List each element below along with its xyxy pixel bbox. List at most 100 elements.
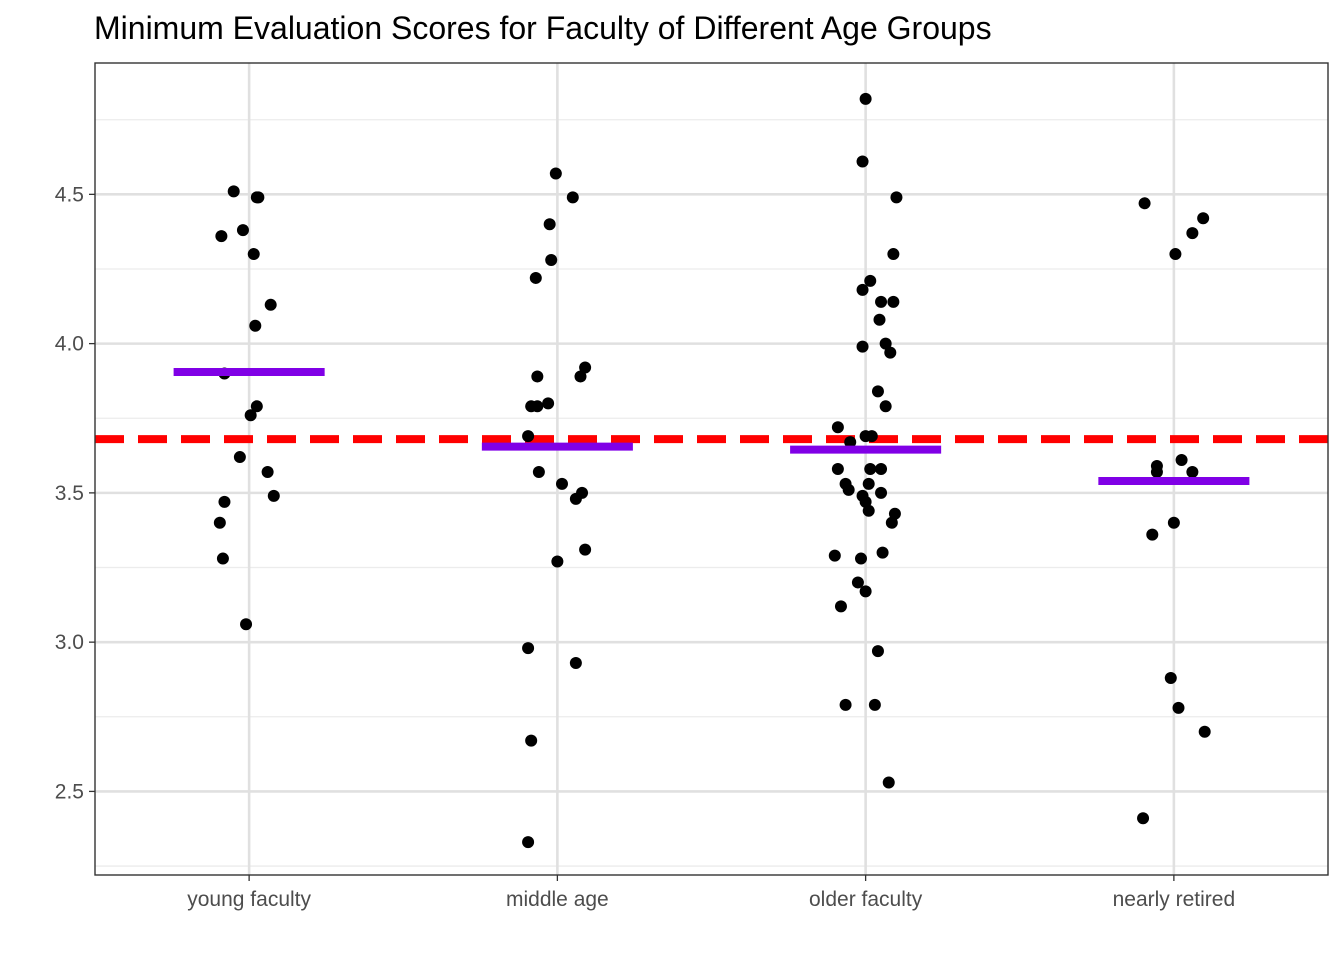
data-point-older-faculty [842,483,855,496]
data-point-older-faculty [879,400,892,413]
data-point-nearly-retired [1167,516,1180,529]
data-point-older-faculty [828,549,841,562]
data-point-older-faculty [831,421,844,434]
points-layer [213,92,1211,849]
data-point-nearly-retired [1197,212,1210,225]
data-point-nearly-retired [1138,197,1151,210]
y-tick-label: 3.0 [55,631,84,654]
data-point-nearly-retired [1150,465,1163,478]
data-point-older-faculty [844,436,857,449]
y-tick-label: 3.5 [55,482,84,505]
data-point-older-faculty [871,645,884,658]
x-tick-label-nearly-retired: nearly retired [1113,888,1236,911]
data-point-older-faculty [875,486,888,499]
data-point-young-faculty [249,319,262,332]
x-tick-label-middle-age: middle age [506,888,609,911]
data-point-older-faculty [856,155,869,168]
data-point-middle-age [531,400,544,413]
data-point-nearly-retired [1175,454,1188,467]
data-point-middle-age [525,734,538,747]
panel-border [94,62,1329,876]
data-point-middle-age [551,555,564,568]
data-point-older-faculty [864,463,877,475]
data-point-young-faculty [236,224,249,237]
data-point-nearly-retired [1186,465,1199,478]
data-point-nearly-retired [1137,812,1150,825]
data-point-young-faculty [244,409,257,422]
data-point-older-faculty [873,313,886,326]
data-point-older-faculty [868,698,881,711]
data-point-older-faculty [839,698,852,711]
x-tick-label-young-faculty: young faculty [187,888,311,911]
data-point-older-faculty [851,576,864,589]
data-point-older-faculty [859,92,872,105]
data-point-older-faculty [887,295,900,308]
data-point-middle-age [531,370,544,383]
data-point-older-faculty [887,248,900,261]
data-point-older-faculty [882,776,895,789]
data-point-older-faculty [864,274,877,287]
data-point-middle-age [574,370,587,383]
data-point-young-faculty [247,248,260,261]
data-point-older-faculty [862,477,875,490]
data-point-young-faculty [250,400,263,413]
data-point-older-faculty [885,516,898,529]
data-point-nearly-retired [1186,227,1199,240]
data-point-older-faculty [862,504,875,517]
data-point-middle-age [542,397,555,410]
data-point-middle-age [579,361,592,374]
data-point-young-faculty [213,516,226,529]
axis-layer: 2.5 3.0 3.5 4.0 4.5 young faculty middle age ol… [55,183,1235,911]
y-tick-label: 4.5 [55,183,84,206]
data-point-middle-age [545,254,558,267]
data-point-older-faculty [890,191,903,204]
data-point-older-faculty [875,463,888,475]
data-point-older-faculty [856,283,869,296]
y-tick-label: 4.0 [55,333,84,356]
data-point-young-faculty [250,191,263,204]
data-point-nearly-retired [1172,701,1185,714]
data-point-middle-age [522,430,535,443]
data-point-middle-age [543,218,556,231]
data-point-older-faculty [855,552,868,565]
data-point-older-faculty [831,463,844,475]
data-point-middle-age [579,543,592,556]
data-point-middle-age [569,657,582,670]
data-point-young-faculty [261,465,274,478]
data-point-older-faculty [859,585,872,598]
data-point-older-faculty [884,346,897,359]
data-point-nearly-retired [1198,725,1211,738]
data-point-nearly-retired [1164,671,1177,684]
data-point-older-faculty [876,546,889,559]
data-point-older-faculty [875,295,888,308]
data-point-middle-age [566,191,579,204]
data-point-middle-age [569,492,582,505]
data-point-young-faculty [215,230,228,243]
data-point-middle-age [549,167,562,180]
x-tick-label-older-faculty: older faculty [809,888,923,911]
data-point-nearly-retired [1169,248,1182,261]
data-point-nearly-retired [1146,528,1159,541]
chart-title: Minimum Evaluation Scores for Faculty of… [94,10,992,46]
data-point-older-faculty [834,600,847,613]
data-point-young-faculty [218,495,231,508]
data-point-young-faculty [227,185,240,198]
data-point-middle-age [529,271,542,284]
data-point-older-faculty [871,385,884,398]
data-point-young-faculty [264,298,277,311]
data-point-young-faculty [267,489,280,502]
data-point-young-faculty [216,552,229,565]
y-tick-label: 2.5 [55,780,84,803]
data-point-older-faculty [865,430,878,443]
data-point-middle-age [532,465,545,478]
data-point-older-faculty [879,337,892,350]
data-point-young-faculty [233,451,246,464]
data-point-older-faculty [856,340,869,353]
data-point-middle-age [522,642,535,655]
data-point-middle-age [522,836,535,849]
data-point-middle-age [555,477,568,490]
group-means-layer [173,367,1250,485]
data-point-young-faculty [240,618,253,631]
